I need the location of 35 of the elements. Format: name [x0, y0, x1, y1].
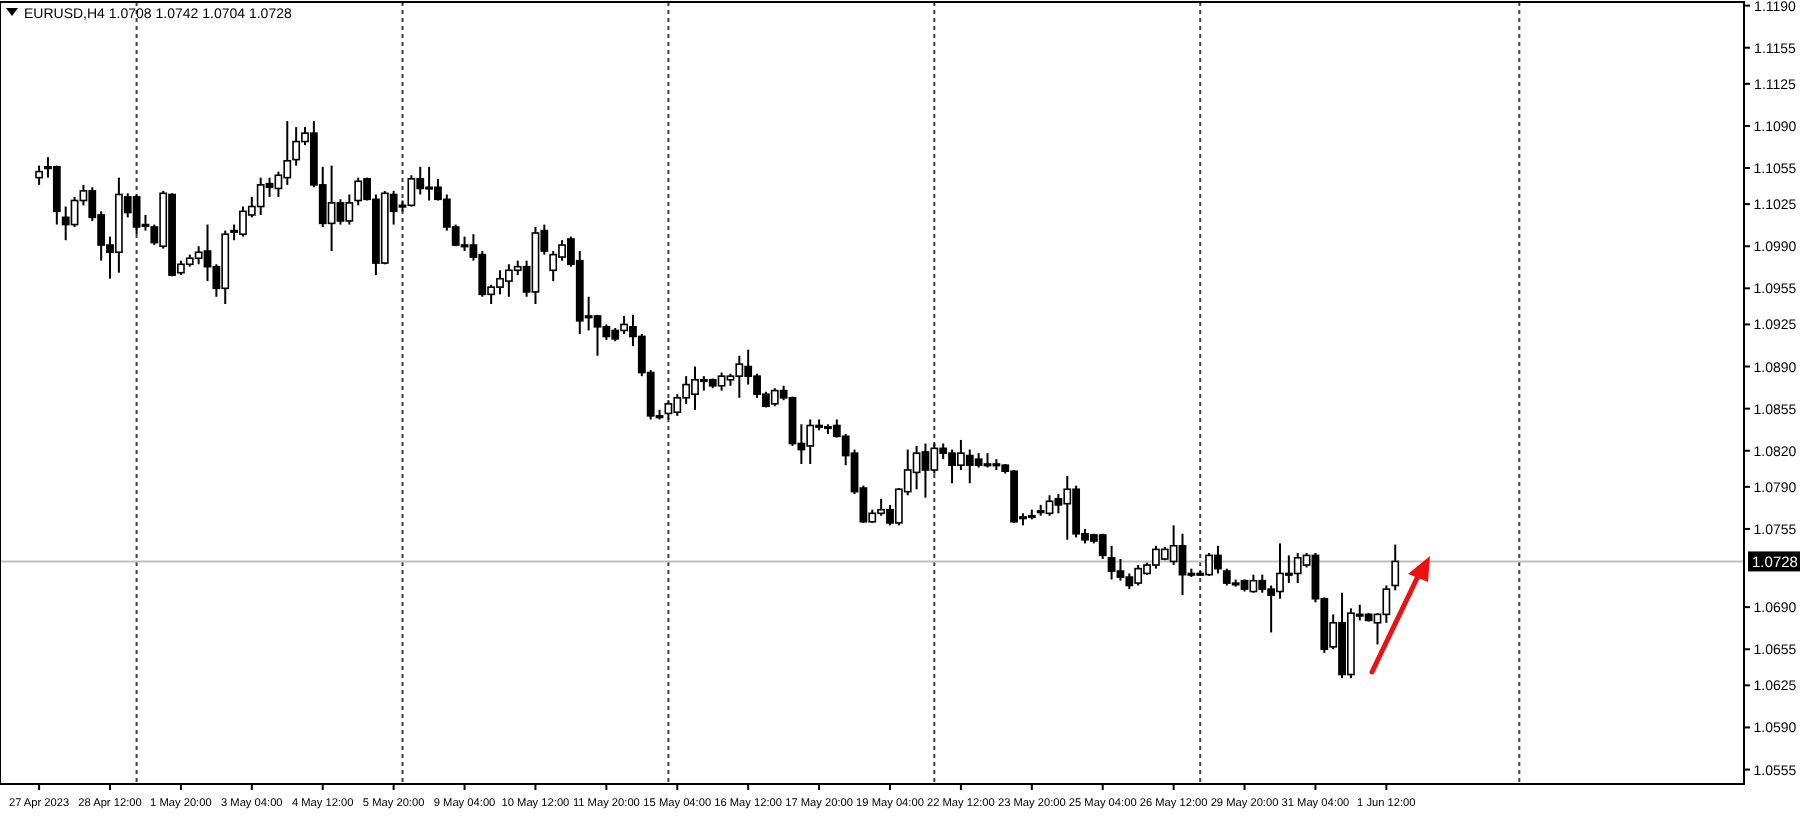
candlestick [921, 442, 930, 499]
candlestick [1169, 524, 1178, 567]
candlestick [1293, 552, 1302, 585]
candlestick [336, 198, 345, 226]
candlestick [717, 371, 726, 392]
candlestick [1116, 558, 1125, 582]
candlestick [788, 395, 797, 447]
candlestick [283, 120, 292, 186]
candlestick [1063, 475, 1072, 541]
candlestick [35, 164, 43, 186]
candlestick [1258, 573, 1267, 594]
candlestick [912, 444, 921, 491]
candlestick [327, 164, 336, 253]
candlestick [1098, 532, 1107, 561]
candlestick [256, 176, 265, 216]
candlestick [1107, 544, 1116, 581]
candlestick [735, 354, 744, 399]
candlestick [1391, 543, 1400, 592]
candlestick [549, 250, 558, 283]
candlestick [354, 176, 363, 207]
candlestick [930, 442, 939, 475]
candlestick [292, 126, 301, 167]
candlestick [407, 174, 416, 208]
candlestick [664, 399, 673, 421]
candlestick [593, 313, 602, 357]
candlestick [1045, 494, 1054, 517]
candlestick [194, 245, 203, 266]
candlestick [61, 205, 70, 242]
candlestick [1054, 493, 1063, 515]
candlestick [52, 164, 61, 226]
candlestick [345, 193, 354, 226]
candlestick [132, 193, 141, 236]
candlestick [1382, 584, 1391, 624]
candlestick [478, 250, 487, 298]
candlestick [203, 223, 212, 283]
